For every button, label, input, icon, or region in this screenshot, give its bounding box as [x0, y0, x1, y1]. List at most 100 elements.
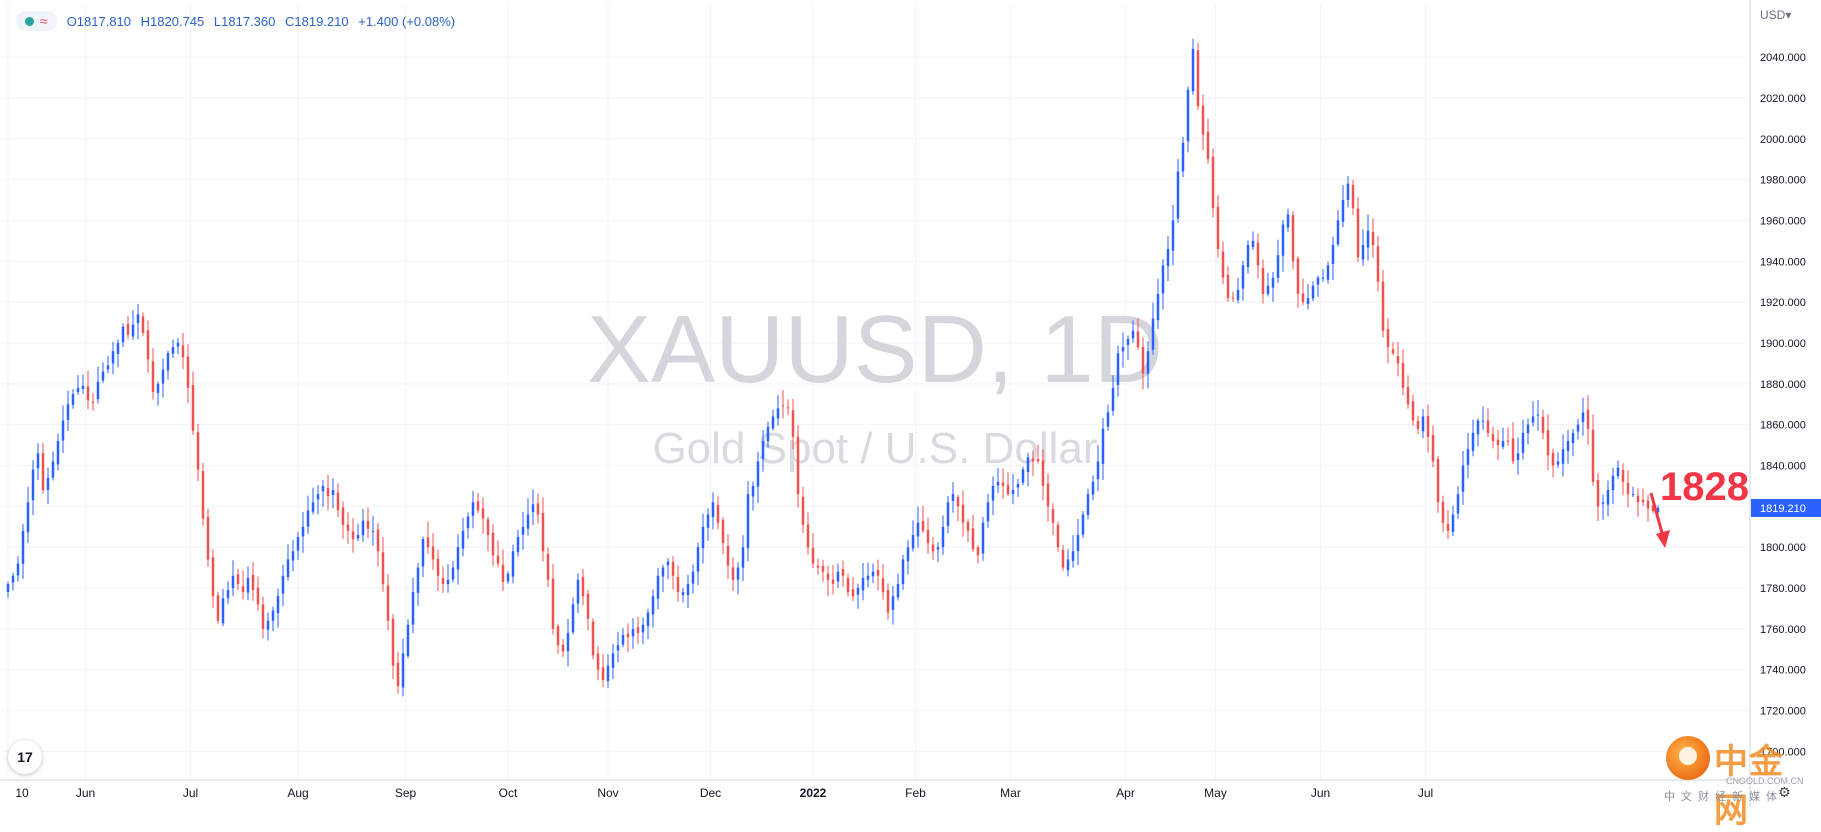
candle-body	[741, 547, 745, 568]
candle-body	[1301, 293, 1305, 303]
candle-body	[596, 653, 600, 670]
candle-body	[411, 592, 415, 625]
candle-body	[1086, 494, 1090, 516]
candle-body	[971, 528, 975, 550]
candle-body	[1316, 277, 1320, 285]
candle-body	[806, 524, 810, 548]
candle-body	[791, 410, 795, 437]
candle-body	[606, 665, 610, 682]
gear-icon[interactable]: ⚙	[1778, 784, 1791, 800]
candle-body	[626, 633, 630, 638]
candle-body	[651, 596, 655, 615]
candle-body	[666, 561, 670, 566]
candle-body	[1626, 482, 1630, 495]
candle-body	[1186, 89, 1190, 142]
candle-body	[656, 575, 660, 599]
candle-body	[246, 577, 250, 593]
candle-body	[926, 529, 930, 544]
candle-body	[431, 546, 435, 560]
candle-body	[116, 342, 120, 354]
candle-body	[21, 530, 25, 564]
candle-body	[1621, 470, 1625, 482]
candle-body	[1141, 347, 1145, 374]
candle-body	[281, 575, 285, 594]
candle-body	[826, 573, 830, 580]
currency-selector[interactable]: USD▾	[1760, 8, 1792, 22]
price-annotation: 1828	[1649, 465, 1749, 548]
candle-body	[321, 485, 325, 492]
candle-body	[226, 590, 230, 599]
candle-body	[796, 436, 800, 495]
candle-body	[1291, 215, 1295, 262]
candle-body	[1171, 220, 1175, 251]
time-tick-label: Aug	[287, 786, 308, 800]
price-axis[interactable]: 1700.000 1720.000 1740.000 1760.000 1780.000…	[1751, 52, 1821, 758]
candle-body	[91, 401, 95, 403]
cngold-circle-icon	[1666, 736, 1710, 780]
cngold-logo-icon: 中金网 CNGOLD.COM.CN 中文财经新媒体	[1664, 736, 1814, 831]
indicator-toggle[interactable]: ≈	[16, 11, 57, 31]
candle-body	[371, 530, 375, 532]
time-tick-label: 2022	[800, 786, 827, 800]
candle-body	[461, 530, 465, 549]
candle-body	[141, 316, 145, 333]
candle-body	[1456, 494, 1460, 514]
candle-body	[181, 345, 185, 358]
time-tick-label: Jun	[76, 786, 95, 800]
candlestick-chart[interactable]: XAUUSD, 1D Gold Spot / U.S. Dollar 1700.…	[0, 0, 1821, 807]
candle-body	[41, 453, 45, 491]
candle-body	[711, 502, 715, 518]
candle-body	[1651, 505, 1655, 511]
candle-body	[896, 583, 900, 598]
candle-body	[851, 589, 855, 597]
candle-body	[1131, 330, 1135, 339]
candle-body	[1586, 409, 1590, 429]
candle-body	[576, 579, 580, 604]
candle-body	[1361, 244, 1365, 260]
price-tick-label: 1840.000	[1760, 461, 1806, 473]
candle-body	[771, 416, 775, 429]
candle-body	[801, 496, 805, 525]
candle-body	[901, 559, 905, 585]
candle-body	[636, 627, 640, 633]
candle-body	[156, 383, 160, 393]
candle-body	[471, 502, 475, 516]
time-tick-label: Jul	[183, 786, 198, 800]
candle-body	[71, 394, 75, 405]
watermark-symbol: XAUUSD, 1D	[587, 296, 1163, 403]
candle-body	[341, 507, 345, 525]
candle-body	[766, 426, 770, 442]
candle-body	[436, 558, 440, 576]
candle-body	[466, 516, 470, 529]
candle-body	[291, 551, 295, 561]
candle-body	[1221, 251, 1225, 278]
candle-body	[966, 521, 970, 531]
candle-body	[366, 520, 370, 529]
candle-body	[906, 547, 910, 562]
candle-body	[286, 559, 290, 578]
candle-body	[1261, 268, 1265, 294]
candle-body	[356, 534, 360, 539]
candle-body	[1201, 105, 1205, 135]
candle-body	[61, 420, 65, 441]
candle-body	[1501, 441, 1505, 447]
candle-body	[1446, 523, 1450, 531]
candle-body	[1116, 353, 1120, 385]
candle-body	[1496, 439, 1500, 446]
candle-body	[1581, 412, 1585, 423]
price-tick-label: 1920.000	[1760, 297, 1806, 309]
candle-body	[1536, 414, 1540, 416]
candle-body	[1376, 246, 1380, 282]
annotation-arrow-icon	[1649, 492, 1666, 541]
candle-body	[1211, 156, 1215, 209]
tradingview-logo-icon[interactable]: 17	[8, 740, 42, 774]
candle-body	[196, 432, 200, 470]
time-tick-label: Dec	[700, 786, 721, 800]
candle-body	[846, 578, 850, 593]
candle-body	[671, 562, 675, 576]
time-axis[interactable]: 10 Jun Jul Aug Sep Oct Nov Dec 2022 Feb Mar Apr May J…	[15, 786, 1433, 800]
candle-body	[271, 610, 275, 621]
candle-body	[1601, 502, 1605, 504]
candle-body	[751, 485, 755, 497]
